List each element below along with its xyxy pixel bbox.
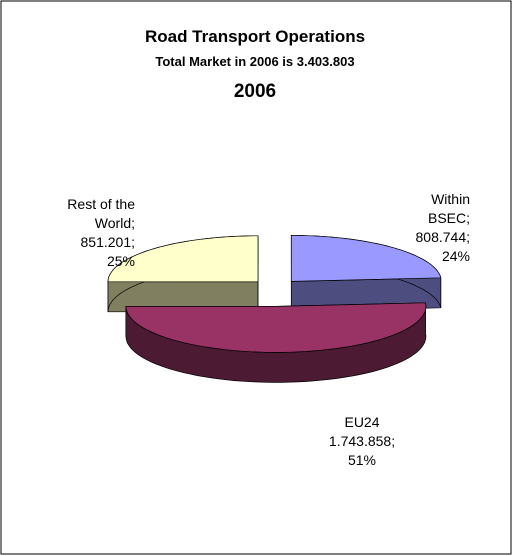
chart-subtitle: Total Market in 2006 is 3.403.803 <box>155 54 354 69</box>
label-percent: 24% <box>441 248 470 264</box>
chart-year: 2006 <box>234 81 276 102</box>
label-value: 851.201; <box>80 234 136 250</box>
chart-title: Road Transport Operations <box>145 27 365 46</box>
slice <box>290 235 442 282</box>
data-label: EU24 1.743.858; 51% <box>312 413 412 470</box>
slice <box>107 235 259 283</box>
label-category: Rest of the World; <box>67 196 135 231</box>
label-category: EU24 <box>344 414 380 430</box>
slice <box>125 302 427 353</box>
data-label: Within BSEC; 808.744; 24% <box>380 190 471 266</box>
label-percent: 51% <box>347 452 377 468</box>
data-label: Rest of the World; 851.201; 25% <box>15 195 135 271</box>
label-value: 1.743.858; <box>328 433 396 449</box>
label-category: Within BSEC; <box>427 191 470 226</box>
label-value: 808.744; <box>415 229 471 245</box>
label-percent: 25% <box>106 253 135 269</box>
